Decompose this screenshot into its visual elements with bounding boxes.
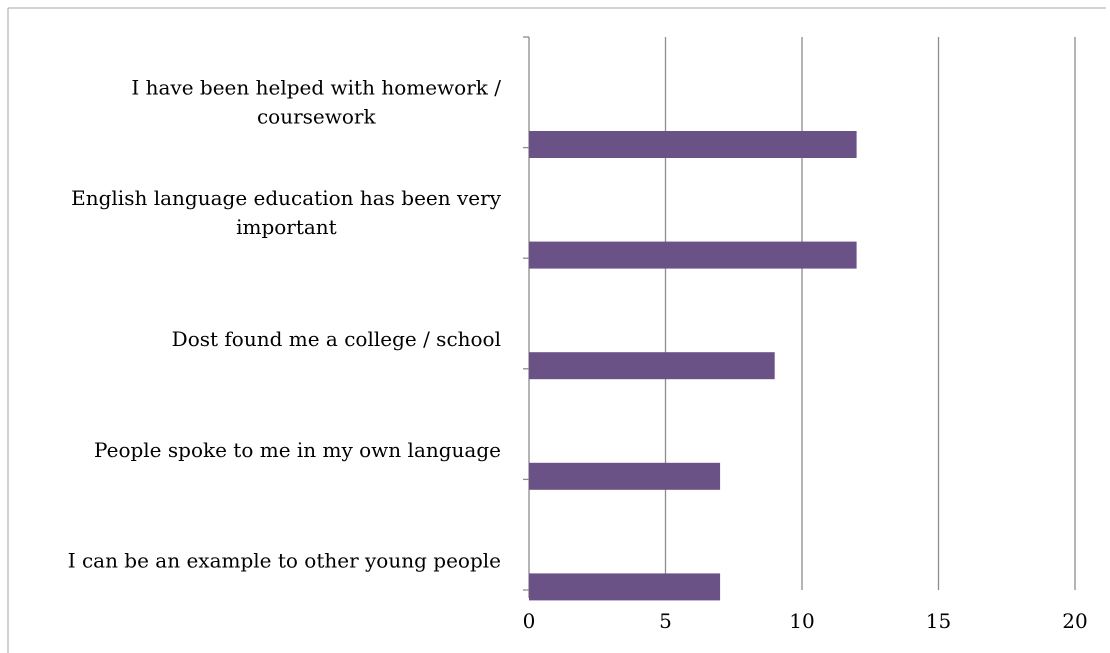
category-label: Dost found me a college / school xyxy=(172,327,501,351)
gridlines xyxy=(664,37,1076,590)
category-label: important xyxy=(236,215,337,239)
category-label: I can be an example to other young peopl… xyxy=(68,548,501,572)
x-tick-label: 0 xyxy=(523,609,536,633)
bar-5 xyxy=(529,573,721,601)
category-axis xyxy=(523,36,530,598)
category-label: I have been helped with homework / xyxy=(131,76,501,100)
category-labels: I have been helped with homework / course… xyxy=(68,76,502,573)
category-label: People spoke to me in my own language xyxy=(94,438,501,462)
bar-3 xyxy=(529,352,775,380)
x-tick-label: 15 xyxy=(926,609,951,633)
x-tick-label: 5 xyxy=(659,609,672,633)
category-label: English language education has been very xyxy=(71,186,502,210)
bars xyxy=(529,131,857,601)
value-axis-labels: 0 5 10 15 20 xyxy=(523,609,1088,633)
bar-1 xyxy=(529,131,857,158)
x-tick-label: 20 xyxy=(1062,609,1087,633)
x-tick-label: 10 xyxy=(789,609,814,633)
bar-4 xyxy=(529,462,721,490)
chart-border xyxy=(7,7,1106,653)
bar-2 xyxy=(529,241,857,269)
category-label: coursework xyxy=(257,105,377,129)
